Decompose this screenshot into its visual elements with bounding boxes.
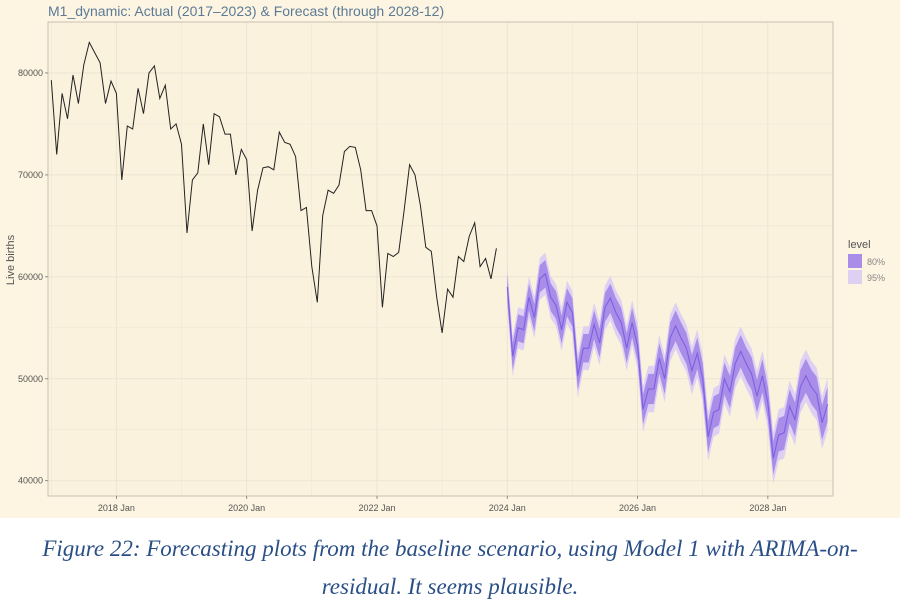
axes: 2018 Jan 2020 Jan 2022 Jan 2024 Jan 2026 Jan… — [18, 68, 786, 513]
y-axis-label: Live births — [5, 234, 17, 285]
y-tick-label: 80000 — [18, 68, 43, 78]
y-tick-label: 40000 — [18, 476, 43, 486]
x-tick-label: 2020 Jan — [228, 503, 265, 513]
actual-line — [50, 41, 497, 333]
legend-title: level — [848, 239, 871, 251]
y-tick-label: 70000 — [18, 170, 43, 180]
plot-panel — [48, 22, 833, 496]
y-tick-label: 60000 — [18, 272, 43, 282]
x-tick-label: 2026 Jan — [619, 503, 656, 513]
band-80-polygon — [507, 260, 828, 475]
legend-label-80: 80% — [867, 257, 885, 267]
chart-figure: 2018 Jan 2020 Jan 2022 Jan 2024 Jan 2026 Jan… — [0, 0, 900, 518]
plot-border — [47, 21, 834, 497]
x-tick-label: 2024 Jan — [489, 503, 526, 513]
chart-svg: 2018 Jan 2020 Jan 2022 Jan 2024 Jan 2026 Jan… — [5, 3, 885, 513]
legend: level 80% 95% — [848, 239, 885, 284]
figure-caption: Figure 22: Forecasting plots from the ba… — [0, 530, 900, 606]
caption-line-2: residual. It seems plausible. — [321, 574, 579, 599]
x-tick-label: 2022 Jan — [358, 503, 395, 513]
series-lines — [50, 41, 829, 459]
chart-title: M1_dynamic: Actual (2017–2023) & Forecas… — [48, 3, 444, 19]
y-tick-label: 50000 — [18, 374, 43, 384]
legend-label-95: 95% — [867, 273, 885, 283]
legend-swatch-80 — [848, 254, 862, 268]
x-tick-label: 2028 Jan — [749, 503, 786, 513]
forecast-line — [506, 272, 829, 459]
caption-line-1: Figure 22: Forecasting plots from the ba… — [42, 536, 858, 561]
legend-swatch-95 — [848, 270, 862, 284]
forecast-80-band — [507, 260, 828, 475]
x-tick-label: 2018 Jan — [98, 503, 135, 513]
